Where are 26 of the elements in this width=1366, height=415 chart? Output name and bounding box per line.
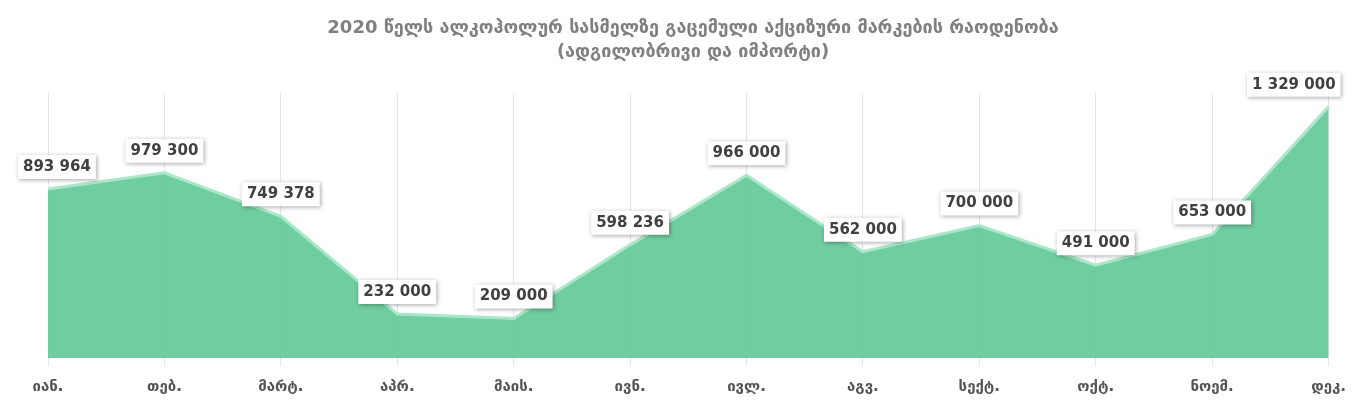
data-label: 893 964 bbox=[22, 156, 91, 175]
data-label: 966 000 bbox=[712, 143, 781, 162]
x-tick-label: დეკ. bbox=[1311, 376, 1346, 395]
x-tick-label: იან. bbox=[32, 376, 64, 395]
data-label: 749 378 bbox=[246, 184, 315, 203]
x-tick-label: ოქტ. bbox=[1077, 376, 1115, 395]
data-label: 598 236 bbox=[596, 212, 664, 231]
x-tick-label: ივნ. bbox=[614, 376, 646, 395]
data-label: 209 000 bbox=[479, 286, 548, 305]
data-label: 653 000 bbox=[1178, 202, 1247, 221]
x-tick-label: ივლ. bbox=[727, 376, 766, 395]
x-tick-label: ნოემ. bbox=[1190, 376, 1234, 395]
x-tick-label: სექტ. bbox=[958, 376, 1001, 395]
data-label: 562 000 bbox=[828, 219, 897, 238]
x-tick-label: მაის. bbox=[493, 376, 534, 395]
data-label: 491 000 bbox=[1061, 233, 1130, 252]
data-label: 232 000 bbox=[363, 282, 432, 301]
data-label: 979 300 bbox=[130, 140, 199, 159]
chart-subtitle: (ადგილობრივი და იმპორტი) bbox=[556, 40, 830, 62]
x-tick-label: აგვ. bbox=[847, 376, 879, 395]
x-tick-label: მარტ. bbox=[258, 376, 304, 395]
chart-title: 2020 წელს ალკოჰოლურ სასმელზე გაცემული აქციზური მარკების რაოდენობა bbox=[327, 16, 1059, 38]
data-label: 700 000 bbox=[945, 193, 1014, 212]
data-label: 1 329 000 bbox=[1252, 74, 1336, 93]
x-tick-label: აპრ. bbox=[379, 376, 415, 395]
x-tick-label: თებ. bbox=[146, 376, 182, 395]
